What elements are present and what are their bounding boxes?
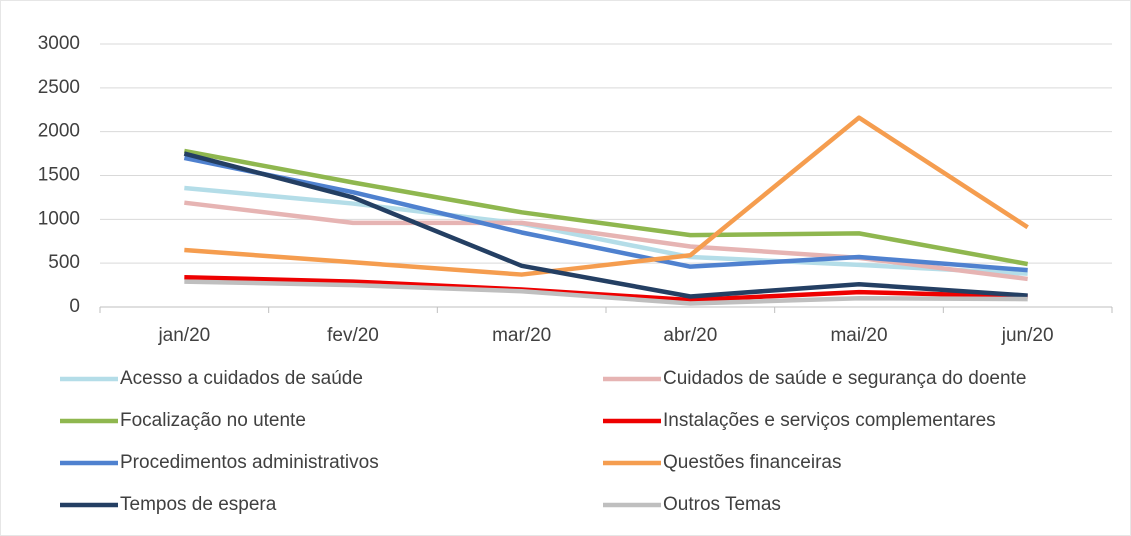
series-line (183, 148, 1029, 267)
legend-label: Procedimentos administrativos (120, 452, 379, 473)
y-tick-label: 0 (69, 296, 80, 317)
series-line (184, 115, 1029, 277)
legend-label: Tempos de espera (120, 494, 277, 515)
x-tick-label: mai/20 (830, 325, 887, 346)
series-line (184, 279, 1028, 306)
series-line (183, 151, 1028, 299)
x-tick-label: fev/20 (327, 325, 379, 346)
series-line (183, 155, 1028, 273)
series-line (184, 185, 1028, 276)
legend-label: Instalações e serviços complementares (663, 410, 996, 431)
legend-label: Outros Temas (663, 494, 781, 515)
legend-label: Cuidados de saúde e segurança do doente (663, 368, 1026, 389)
x-tick-label: abr/20 (663, 325, 717, 346)
y-tick-label: 500 (48, 252, 80, 273)
series-line (184, 274, 1028, 303)
y-tick-label: 1500 (38, 165, 80, 186)
legend-label: Acesso a cuidados de saúde (120, 368, 363, 389)
legend-label: Questões financeiras (663, 452, 842, 473)
x-tick-label: mar/20 (492, 325, 551, 346)
y-tick-label: 3000 (38, 33, 80, 54)
legend-label: Focalização no utente (120, 410, 306, 431)
x-tick-label: jun/20 (1001, 325, 1054, 346)
y-tick-label: 2500 (38, 77, 80, 98)
x-tick-label: jan/20 (157, 325, 210, 346)
y-tick-label: 2000 (38, 121, 80, 142)
y-tick-label: 1000 (38, 208, 80, 229)
